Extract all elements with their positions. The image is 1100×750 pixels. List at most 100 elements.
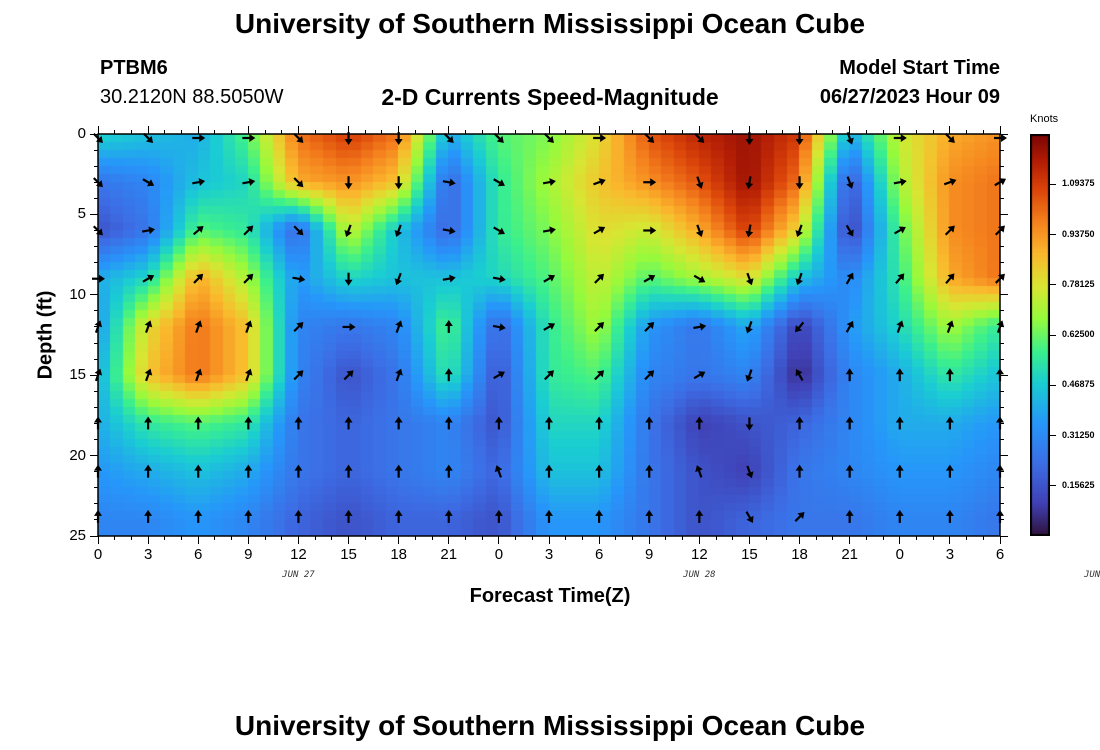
x-tick-label: 9: [645, 546, 654, 563]
current-arrow: [944, 225, 955, 236]
x-minor-tick: [815, 536, 817, 540]
y-minor-tick-right: [1000, 358, 1004, 360]
arrow-head: [394, 509, 403, 516]
x-tick-label: 9: [244, 546, 253, 563]
arrow-head: [444, 509, 453, 516]
x-tick-label: 18: [791, 546, 808, 563]
arrow-head: [244, 416, 253, 423]
current-arrow: [292, 274, 306, 283]
arrow-head: [94, 320, 103, 328]
current-arrow: [293, 322, 304, 332]
current-arrow: [94, 320, 103, 333]
arrow-head: [196, 225, 204, 233]
arrow-head: [595, 509, 604, 516]
current-arrow: [543, 370, 554, 381]
y-minor-tick-right: [1000, 310, 1004, 312]
current-arrow: [745, 224, 754, 238]
current-arrow: [945, 273, 955, 285]
current-arrow: [845, 416, 854, 430]
x-minor-tick-top: [231, 130, 233, 134]
y-minor-tick: [94, 358, 98, 360]
current-arrow: [895, 464, 904, 478]
y-minor-tick: [94, 326, 98, 328]
current-arrow: [144, 416, 153, 430]
y-minor-tick: [94, 246, 98, 248]
y-minor-tick-right: [1000, 406, 1004, 408]
x-tick-label: 18: [390, 546, 407, 563]
arrow-head: [699, 322, 707, 331]
arrow-head: [344, 183, 353, 190]
x-minor-tick: [565, 536, 567, 540]
x-major-tick: [799, 536, 801, 544]
current-arrow: [293, 225, 304, 236]
current-arrow: [394, 464, 403, 478]
x-minor-tick-top: [515, 130, 517, 134]
arrow-head: [249, 134, 256, 142]
y-major-tick: [90, 294, 98, 296]
arrow-head: [996, 509, 1004, 516]
arrow-head: [647, 135, 655, 143]
y-tick-label: 20: [69, 446, 86, 464]
x-major-tick-top: [548, 126, 550, 134]
arrow-head: [546, 370, 554, 378]
y-minor-tick-right: [1000, 165, 1004, 167]
y-minor-tick-right: [1000, 439, 1004, 441]
x-major-tick-top: [448, 126, 450, 134]
arrow-head: [596, 370, 605, 378]
colorbar-unit: Knots: [1030, 113, 1059, 125]
y-minor-tick: [94, 310, 98, 312]
colorbar-tick-mark: [1050, 284, 1056, 286]
arrow-head: [246, 225, 254, 233]
arrow-head: [144, 509, 153, 516]
x-major-tick-top: [598, 126, 600, 134]
y-minor-tick-right: [1000, 326, 1004, 328]
x-minor-tick: [181, 536, 183, 540]
arrow-head: [346, 370, 354, 378]
y-minor-tick: [94, 487, 98, 489]
current-arrow: [795, 224, 803, 238]
x-minor-tick-top: [114, 130, 116, 134]
colorbar-tick-label: 0.46875: [1062, 379, 1095, 390]
x-minor-tick-top: [130, 130, 132, 134]
arrow-head: [196, 273, 204, 281]
station-id: PTBM6: [100, 57, 168, 79]
arrow-head: [294, 509, 303, 516]
current-arrow: [492, 323, 506, 332]
arrow-head: [494, 509, 503, 516]
current-arrow: [94, 464, 102, 478]
arrow-head: [394, 139, 403, 145]
current-arrow: [594, 322, 605, 332]
arrow-head: [845, 416, 854, 423]
arrow-head: [996, 368, 1004, 375]
current-arrow: [645, 509, 654, 523]
page-title: University of Southern Mississippi Ocean…: [234, 8, 866, 39]
arrow-head: [549, 226, 556, 235]
current-arrow: [492, 274, 506, 283]
arrow-head: [1001, 134, 1007, 142]
arrow-head: [349, 322, 356, 331]
x-minor-tick: [982, 536, 984, 540]
arrow-head: [946, 320, 954, 328]
arrow-head: [446, 135, 454, 143]
x-minor-tick-top: [314, 130, 316, 134]
x-tick-label: 0: [895, 546, 904, 563]
y-minor-tick: [94, 149, 98, 151]
current-arrow: [444, 509, 453, 523]
arrow-head: [695, 181, 704, 189]
x-major-tick: [598, 536, 600, 544]
colorbar-tick-mark: [1050, 234, 1056, 235]
current-arrow: [895, 416, 904, 430]
arrow-head: [545, 464, 553, 471]
x-major-tick-top: [799, 126, 801, 134]
arrow-head: [947, 273, 955, 281]
arrow-head: [244, 464, 253, 471]
current-arrow: [442, 226, 456, 235]
x-major-tick: [849, 536, 851, 544]
arrow-head: [95, 228, 103, 236]
current-arrow: [893, 134, 907, 142]
arrow-head: [94, 416, 102, 423]
arrow-head: [449, 178, 456, 187]
current-arrow: [194, 509, 203, 523]
arrow-head: [294, 464, 303, 471]
arrow-head: [344, 509, 353, 516]
